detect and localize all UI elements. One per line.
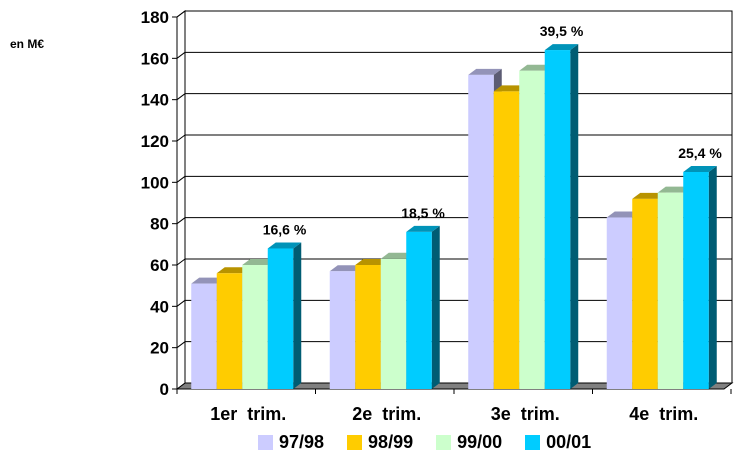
bars [191, 44, 717, 390]
bar-top [329, 265, 364, 272]
bar [683, 172, 709, 389]
bar [468, 74, 494, 389]
bar-top [216, 267, 251, 274]
bar-top [380, 252, 415, 259]
legend-item-00-01: 00/01 [525, 432, 591, 453]
bar [216, 273, 243, 389]
legend-swatch-99-00 [436, 434, 452, 450]
y-tick-label: 100 [141, 173, 169, 192]
bar-top [406, 225, 440, 232]
legend-swatch-00-01 [525, 434, 541, 450]
y-tick-label: 20 [150, 339, 169, 358]
bar-side [570, 44, 579, 390]
bar-top [519, 64, 553, 71]
bar-top [544, 44, 579, 51]
bar-side [293, 242, 302, 389]
bar-top [493, 85, 528, 92]
bar-top [242, 259, 276, 265]
data-label: 25,4 % [678, 145, 722, 161]
y-tick-label: 60 [150, 256, 169, 275]
y-tick-label: 120 [141, 132, 169, 151]
bar [267, 248, 294, 389]
bar-side [431, 225, 440, 389]
bar [329, 271, 356, 389]
gridline-side [176, 134, 186, 142]
legend-label: 00/01 [546, 431, 592, 452]
data-label: 39,5 % [540, 23, 584, 39]
bar-top [606, 211, 641, 218]
bar-top [267, 242, 302, 249]
legend-item-99-00: 99/00 [436, 432, 502, 453]
legend-item-98-99: 98/99 [347, 432, 413, 453]
bar [380, 258, 407, 389]
gridline-side [176, 10, 186, 18]
bar [544, 50, 571, 390]
bar [657, 192, 684, 389]
bar-top [632, 192, 666, 199]
x-tick-label: 1er trim. [210, 404, 286, 424]
legend-label: 98/99 [368, 431, 414, 452]
y-tick-label: 40 [150, 297, 169, 316]
y-tick-label: 180 [141, 8, 169, 27]
y-tick-label: 0 [160, 380, 169, 399]
bar [355, 265, 381, 389]
legend-swatch-97-98 [258, 434, 273, 450]
x-tick-label: 3e trim. [491, 404, 560, 424]
gridline-side [176, 93, 186, 101]
data-label: 18,5 % [401, 205, 445, 221]
gridline-side [176, 51, 186, 59]
bar [606, 217, 633, 389]
x-tick-label: 2e trim. [352, 404, 421, 424]
legend: 97/98 98/99 99/00 00/01 [258, 430, 614, 454]
legend-label: 99/00 [457, 431, 503, 452]
axis-labels: 0 20 40 60 80 100 120 140 160 180 16,6 % 1er trim. 1… [141, 8, 723, 424]
bar-top [191, 277, 225, 284]
x-tick-label: 4e trim. [629, 404, 698, 424]
legend-item-97-98: 97/98 [258, 432, 324, 453]
gridline-side [176, 217, 186, 225]
bar [519, 70, 545, 389]
bar-side [708, 166, 717, 389]
data-label: 16,6 % [263, 221, 307, 237]
legend-label: 97/98 [279, 431, 325, 452]
bar [191, 283, 217, 389]
unit-label: en M€ [10, 37, 45, 51]
chart-side-wall [176, 10, 186, 390]
gridline-side [176, 299, 186, 307]
gridline-side [176, 341, 186, 349]
bar [406, 231, 432, 389]
gridline-side [176, 175, 186, 183]
bar [632, 198, 658, 389]
y-tick-label: 80 [150, 215, 169, 234]
bar-top [657, 186, 692, 193]
y-tick-label: 140 [141, 91, 169, 110]
bar [493, 91, 520, 390]
bar-top [468, 68, 502, 75]
bar [242, 265, 268, 389]
bar-top [683, 166, 717, 172]
legend-swatch-98-99 [347, 434, 363, 450]
bar-top [355, 259, 389, 265]
y-tick-label: 160 [141, 49, 169, 68]
gridline-side [176, 258, 186, 266]
